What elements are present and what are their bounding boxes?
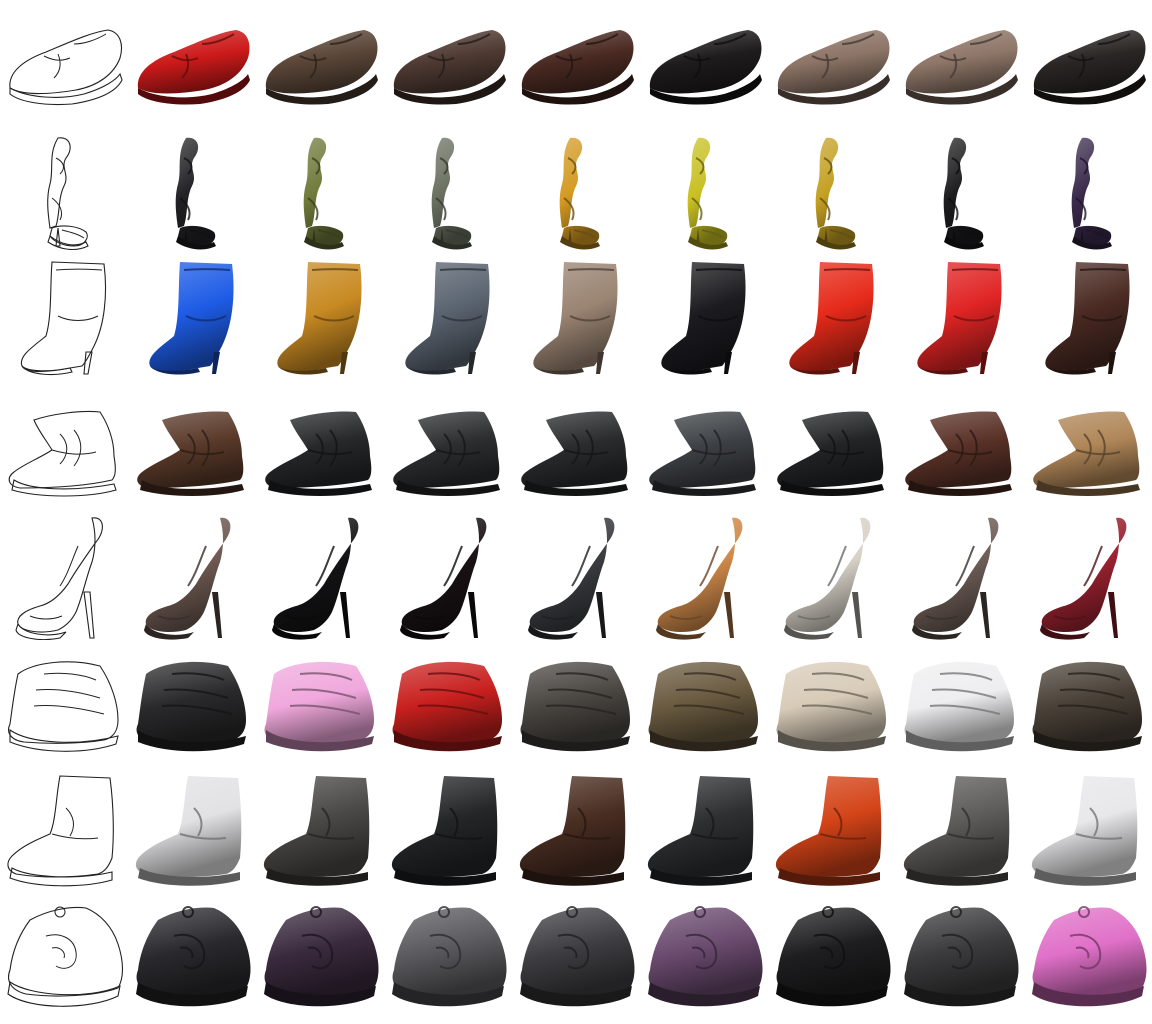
generated-shoe-velcro-sneaker-8 bbox=[1024, 640, 1152, 768]
generated-shoe-work-boot-4 bbox=[512, 768, 640, 896]
generated-shoe-loafer-6 bbox=[768, 0, 896, 128]
generated-shoe-chukka-boot-3 bbox=[384, 384, 512, 512]
generated-shoe-loafer-5 bbox=[640, 0, 768, 128]
generated-shoe-platform-pump-8 bbox=[1024, 512, 1152, 640]
generated-shoe-work-boot-7 bbox=[896, 768, 1024, 896]
generated-shoe-strappy-sandal-5 bbox=[640, 128, 768, 256]
generated-shoe-work-boot-5 bbox=[640, 768, 768, 896]
generated-shoe-platform-pump-1 bbox=[128, 512, 256, 640]
generated-shoe-velcro-sneaker-1 bbox=[128, 640, 256, 768]
generated-shoe-chukka-boot-8 bbox=[1024, 384, 1152, 512]
edge-sketch-platform-pump bbox=[0, 512, 128, 640]
generated-shoe-ankle-bootie-7 bbox=[896, 256, 1024, 384]
generated-shoe-loafer-2 bbox=[256, 0, 384, 128]
generated-shoe-loafer-1 bbox=[128, 0, 256, 128]
generated-shoe-work-boot-8 bbox=[1024, 768, 1152, 896]
generated-shoe-chukka-boot-7 bbox=[896, 384, 1024, 512]
edge-sketch-chukka-boot bbox=[0, 384, 128, 512]
generated-shoe-strappy-sandal-3 bbox=[384, 128, 512, 256]
generated-shoe-velcro-sneaker-7 bbox=[896, 640, 1024, 768]
edge-sketch-strappy-sandal bbox=[0, 128, 128, 256]
generated-shoe-platform-pump-7 bbox=[896, 512, 1024, 640]
generated-shoe-velcro-sneaker-4 bbox=[512, 640, 640, 768]
generated-shoe-ankle-bootie-4 bbox=[512, 256, 640, 384]
generated-shoe-platform-pump-5 bbox=[640, 512, 768, 640]
generated-shoe-platform-pump-6 bbox=[768, 512, 896, 640]
generated-shoe-ankle-bootie-6 bbox=[768, 256, 896, 384]
generated-shoe-work-boot-6 bbox=[768, 768, 896, 896]
generated-shoe-chukka-boot-1 bbox=[128, 384, 256, 512]
edge-sketch-skate-sneaker bbox=[0, 896, 128, 1024]
generated-shoe-loafer-3 bbox=[384, 0, 512, 128]
generated-shoe-skate-sneaker-3 bbox=[384, 896, 512, 1024]
generated-shoe-work-boot-3 bbox=[384, 768, 512, 896]
generated-shoe-chukka-boot-4 bbox=[512, 384, 640, 512]
generated-shoe-skate-sneaker-6 bbox=[768, 896, 896, 1024]
generated-shoe-velcro-sneaker-6 bbox=[768, 640, 896, 768]
generated-shoe-strappy-sandal-4 bbox=[512, 128, 640, 256]
generated-shoe-ankle-bootie-8 bbox=[1024, 256, 1152, 384]
generated-shoe-ankle-bootie-3 bbox=[384, 256, 512, 384]
generated-shoe-strappy-sandal-2 bbox=[256, 128, 384, 256]
generated-shoe-velcro-sneaker-5 bbox=[640, 640, 768, 768]
generated-shoe-strappy-sandal-1 bbox=[128, 128, 256, 256]
generated-shoe-strappy-sandal-7 bbox=[896, 128, 1024, 256]
generated-shoe-skate-sneaker-2 bbox=[256, 896, 384, 1024]
generated-shoe-platform-pump-3 bbox=[384, 512, 512, 640]
edge-sketch-velcro-sneaker bbox=[0, 640, 128, 768]
generated-shoe-loafer-4 bbox=[512, 0, 640, 128]
generated-shoe-strappy-sandal-6 bbox=[768, 128, 896, 256]
edge-sketch-loafer bbox=[0, 0, 128, 128]
generated-shoe-work-boot-2 bbox=[256, 768, 384, 896]
generated-shoe-ankle-bootie-5 bbox=[640, 256, 768, 384]
generated-shoe-loafer-8 bbox=[1024, 0, 1152, 128]
edge-sketch-ankle-bootie bbox=[0, 256, 128, 384]
generated-shoe-strappy-sandal-8 bbox=[1024, 128, 1152, 256]
generated-shoe-work-boot-1 bbox=[128, 768, 256, 896]
generated-shoe-loafer-7 bbox=[896, 0, 1024, 128]
generated-shoe-platform-pump-4 bbox=[512, 512, 640, 640]
generated-shoe-velcro-sneaker-2 bbox=[256, 640, 384, 768]
generated-shoe-velcro-sneaker-3 bbox=[384, 640, 512, 768]
generated-shoe-platform-pump-2 bbox=[256, 512, 384, 640]
generated-shoe-skate-sneaker-1 bbox=[128, 896, 256, 1024]
generated-shoe-chukka-boot-2 bbox=[256, 384, 384, 512]
generated-shoe-skate-sneaker-5 bbox=[640, 896, 768, 1024]
generated-shoe-skate-sneaker-8 bbox=[1024, 896, 1152, 1024]
generated-shoe-chukka-boot-5 bbox=[640, 384, 768, 512]
generated-shoe-chukka-boot-6 bbox=[768, 384, 896, 512]
generated-shoe-skate-sneaker-4 bbox=[512, 896, 640, 1024]
generated-shoe-ankle-bootie-1 bbox=[128, 256, 256, 384]
generated-shoe-ankle-bootie-2 bbox=[256, 256, 384, 384]
edge-sketch-work-boot bbox=[0, 768, 128, 896]
generated-shoe-skate-sneaker-7 bbox=[896, 896, 1024, 1024]
